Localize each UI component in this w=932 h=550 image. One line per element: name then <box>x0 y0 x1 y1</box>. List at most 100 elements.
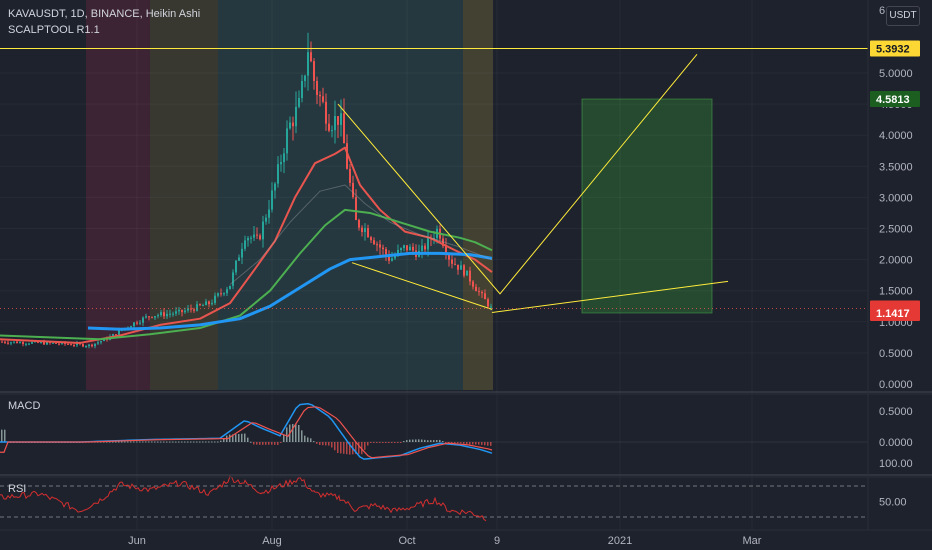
macd-histogram-bar <box>235 434 237 442</box>
candle-body <box>364 228 366 233</box>
candle-body <box>277 164 279 184</box>
candle-body <box>478 291 480 293</box>
candle-body <box>472 281 474 287</box>
candle-body <box>232 272 234 286</box>
macd-histogram-bar <box>181 441 183 443</box>
candle-body <box>346 143 348 169</box>
price-label-box <box>870 40 920 57</box>
candle-body <box>271 190 273 210</box>
time-axis[interactable]: Jun Aug Oct 9 2021 Mar <box>128 535 762 547</box>
candle-body <box>331 130 333 132</box>
macd-histogram-bar <box>355 442 357 454</box>
candle-body <box>394 255 396 259</box>
candle-body <box>10 342 12 344</box>
macd-histogram-bar <box>460 442 462 444</box>
macd-histogram-bar <box>481 442 483 445</box>
candle-body <box>226 289 228 294</box>
macd-histogram-bar <box>325 442 327 446</box>
macd-histogram-bar <box>394 442 396 443</box>
rsi-tick: 100.00 <box>879 458 913 470</box>
candle-body <box>184 310 186 313</box>
candle-body <box>82 344 84 347</box>
candle-body <box>358 219 360 228</box>
price-tick: 4.0000 <box>879 130 913 142</box>
macd-histogram-bar <box>229 434 231 442</box>
macd-histogram-bar <box>346 442 348 455</box>
macd-histogram-bar <box>337 442 339 454</box>
macd-tick: 0.0000 <box>879 437 913 449</box>
ema-blue-line <box>87 251 493 331</box>
macd-histogram-bar <box>436 440 438 442</box>
candle-body <box>316 81 318 95</box>
candle-body <box>451 259 453 264</box>
macd-histogram-bar <box>133 441 135 443</box>
candle-body <box>325 101 327 124</box>
macd-histogram-bar <box>190 441 192 443</box>
symbol-title[interactable]: KAVAUSDT, 1D, BINANCE, Heikin Ashi <box>8 8 201 20</box>
candle-body <box>268 209 270 218</box>
candle-body <box>463 265 465 276</box>
candle-body <box>247 237 249 241</box>
candle-body <box>304 75 306 81</box>
price-tick: 1.5000 <box>879 286 913 298</box>
ema-grey-line <box>229 184 493 285</box>
macd-histogram-bar <box>169 441 171 443</box>
candle-body <box>229 285 231 290</box>
macd-histogram-bar <box>109 441 111 443</box>
candle-body <box>412 246 414 251</box>
candle-body <box>337 116 339 125</box>
candle-body <box>7 342 9 344</box>
price-label-text: 1.1417 <box>876 308 910 320</box>
candle-body <box>235 260 237 273</box>
macd-histogram-bar <box>121 441 123 443</box>
macd-histogram-bar <box>106 441 108 443</box>
candle-body <box>100 341 102 343</box>
candle-body <box>256 234 258 236</box>
candle-body <box>382 247 384 250</box>
macd-histogram-bar <box>358 442 360 454</box>
macd-histogram-bar <box>1 429 3 442</box>
candle-body <box>58 343 60 345</box>
candle-body <box>178 309 180 312</box>
candle-body <box>91 344 93 347</box>
price-tick: 0.0000 <box>879 379 913 391</box>
time-label: Jun <box>128 535 146 547</box>
macd-histogram-bar <box>412 439 414 442</box>
candle-body <box>181 309 183 313</box>
price-tick: 3.0000 <box>879 192 913 204</box>
macd-histogram-bar <box>457 442 459 444</box>
macd-pane <box>0 403 868 460</box>
macd-histogram-bar <box>238 433 240 442</box>
candle-body <box>175 311 177 314</box>
candle-body <box>16 341 18 344</box>
macd-histogram-bar <box>256 442 258 445</box>
indicator-title[interactable]: SCALPTOOL R1.1 <box>8 24 100 36</box>
ema-red-line <box>0 146 493 344</box>
macd-histogram-bar <box>430 440 432 442</box>
rsi-pane-title[interactable]: RSI <box>8 483 27 495</box>
candle-body <box>241 248 243 258</box>
macd-histogram-bar <box>208 441 210 443</box>
zone-1 <box>150 0 218 390</box>
macd-histogram-bar <box>139 441 141 443</box>
macd-histogram-bar <box>472 442 474 445</box>
candle-body <box>340 113 342 125</box>
macd-pane-title[interactable]: MACD <box>8 400 41 412</box>
candle-body <box>169 313 171 315</box>
macd-histogram-bar <box>316 442 318 444</box>
candle-body <box>202 305 204 307</box>
candle-body <box>151 316 153 318</box>
macd-histogram-bar <box>322 442 324 446</box>
price-axis[interactable]: 5.00004.50004.00003.50003.00002.50002.00… <box>879 5 913 509</box>
candle-body <box>370 237 372 241</box>
macd-histogram-bar <box>418 439 420 442</box>
candle-body <box>403 245 405 249</box>
time-label: Mar <box>743 535 762 547</box>
candle-body <box>361 227 363 233</box>
candle-body <box>94 343 96 347</box>
macd-histogram-bar <box>154 441 156 443</box>
currency-unit-button[interactable]: USDT <box>886 6 920 26</box>
pane-separators[interactable] <box>0 0 932 531</box>
macd-histogram-bar <box>487 442 489 446</box>
